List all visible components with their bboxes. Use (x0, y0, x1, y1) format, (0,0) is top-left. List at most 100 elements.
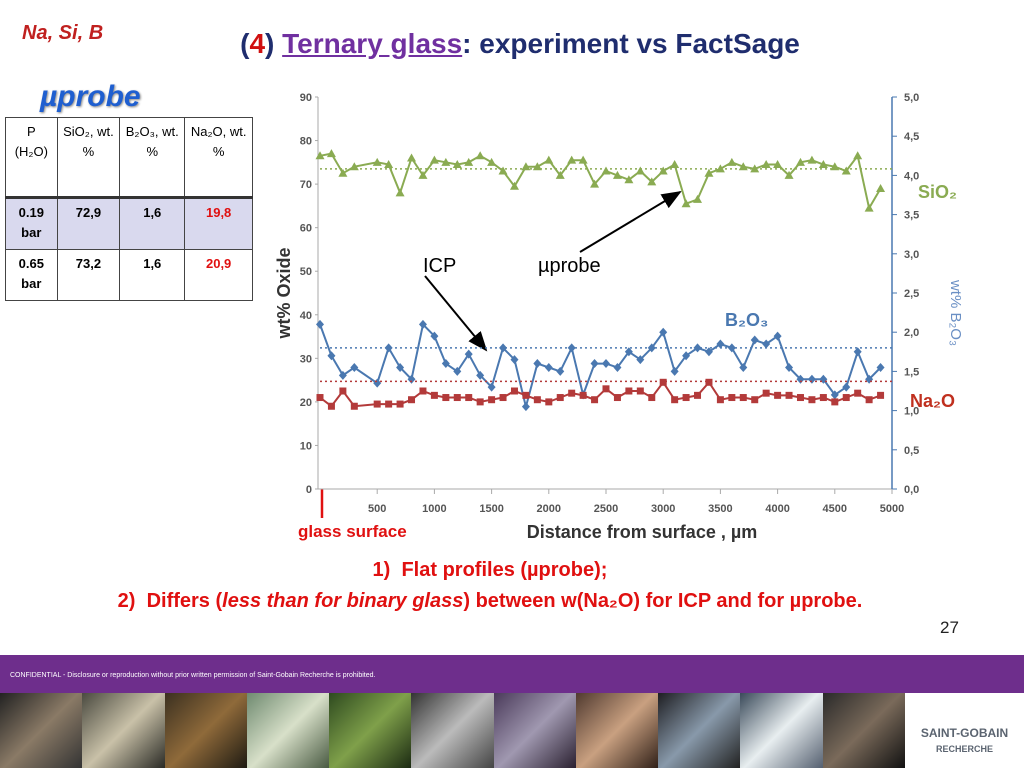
data-point (339, 387, 347, 395)
y2-axis-label: wt% B₂O₃ (947, 279, 964, 346)
data-point (396, 400, 404, 408)
conclusion-text: less than for binary glass (222, 590, 464, 612)
data-point (739, 394, 747, 402)
y2-tick-label: 5,0 (904, 92, 919, 104)
series-label: SiO₂ (918, 182, 957, 202)
y2-tick-label: 1,5 (904, 366, 919, 378)
photo (493, 693, 576, 768)
series-label: Na₂O (910, 391, 955, 411)
title-part: ) (265, 28, 275, 59)
data-point (532, 162, 542, 171)
data-point (807, 155, 817, 164)
data-point (476, 398, 484, 406)
data-point (613, 362, 622, 372)
data-point (761, 160, 771, 169)
data-point (864, 203, 874, 212)
data-point (762, 389, 770, 397)
data-point (521, 402, 530, 412)
chart: ICP µprobe glass surface 0 10 20 30 40 50 60 70… (274, 92, 964, 542)
data-point (430, 331, 439, 341)
slide-tag: Na, Si, B (22, 22, 104, 44)
y2-tick-label: 3,5 (904, 210, 919, 222)
data-point (499, 394, 507, 402)
data-point (476, 370, 485, 380)
data-point (831, 398, 839, 406)
data-point (326, 149, 336, 158)
conclusion-number: 2) (117, 590, 136, 612)
data-point (612, 170, 622, 179)
data-point (590, 179, 600, 188)
data-point (338, 168, 348, 177)
data-point (636, 355, 645, 365)
data-point (579, 391, 587, 399)
data-point (384, 343, 393, 353)
cell: 20,9 (184, 249, 253, 301)
data-point (624, 347, 633, 357)
x-tick-label: 1000 (422, 503, 446, 515)
data-point (591, 396, 599, 404)
conclusion-text: Differs ( (146, 590, 223, 612)
data-point (796, 394, 804, 402)
data-point (350, 402, 358, 410)
data-point (487, 157, 497, 166)
cell: 0.19 bar (5, 196, 58, 250)
data-point (545, 398, 553, 406)
data-point (865, 396, 873, 404)
data-point (715, 164, 725, 173)
cell: 0.65 bar (5, 249, 58, 301)
data-point (636, 387, 644, 395)
data-point (418, 319, 427, 329)
photo (740, 693, 823, 768)
data-point (453, 366, 462, 376)
footer-band (0, 655, 1024, 693)
data-point (842, 394, 850, 402)
data-point (670, 366, 679, 376)
photo (164, 693, 247, 768)
method-label: µprobe (40, 80, 141, 113)
data-point (521, 162, 531, 171)
data-point (315, 151, 325, 160)
data-point (773, 160, 783, 169)
data-point (510, 387, 518, 395)
data-point (853, 151, 863, 160)
data-point (694, 391, 702, 399)
data-point (819, 394, 827, 402)
data-point (465, 394, 473, 402)
photo (411, 693, 494, 768)
title-part: 4 (249, 28, 266, 59)
data-point (842, 382, 851, 392)
data-point (682, 351, 691, 361)
photo (82, 693, 165, 768)
data-point (475, 151, 485, 160)
data-point (349, 162, 359, 171)
data-point (533, 396, 541, 404)
data-point (556, 394, 564, 402)
data-point (648, 394, 656, 402)
data-point (681, 199, 691, 208)
y2-tick-label: 2,0 (904, 327, 919, 339)
logo-name: SAINT-GOBAIN (920, 726, 1009, 740)
surface-annotation: glass surface (298, 522, 407, 541)
data-point (544, 155, 554, 164)
data-point (830, 162, 840, 171)
probe-arrow (579, 190, 682, 253)
series-line (319, 380, 881, 408)
x-tick-label: 3500 (708, 503, 732, 515)
data-point (464, 349, 473, 359)
data-point (601, 166, 611, 175)
data-point (556, 366, 565, 376)
data-point (738, 162, 748, 171)
data-point (568, 389, 576, 397)
data-point (853, 347, 862, 357)
data-point (316, 394, 324, 402)
data-point (418, 170, 428, 179)
page-number: 27 (940, 618, 959, 637)
data-point (785, 391, 793, 399)
data-point (739, 362, 748, 372)
data-point (385, 400, 393, 408)
header-cell: Na₂O, wt. % (184, 117, 253, 198)
photo (329, 693, 412, 768)
data-point (785, 362, 794, 372)
data-point (682, 394, 690, 402)
